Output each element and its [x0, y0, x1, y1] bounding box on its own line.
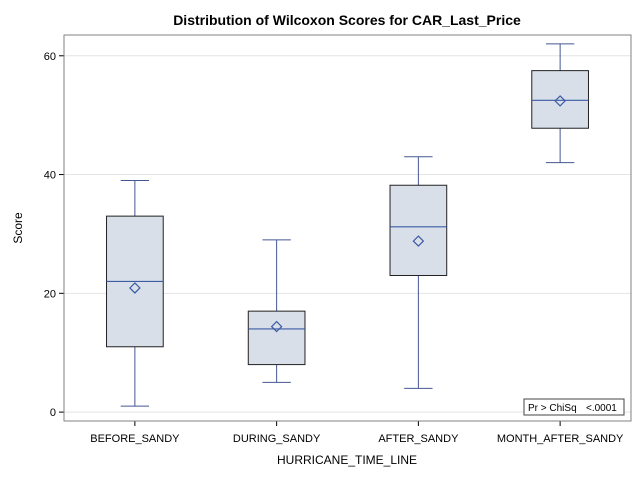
x-tick-label: MONTH_AFTER_SANDY [497, 433, 624, 445]
chisq-inset: Pr > ChiSq <.0001 [523, 398, 625, 416]
x-tick-label: BEFORE_SANDY [90, 433, 180, 445]
y-tick-label: 20 [44, 288, 56, 300]
inset-label: Pr > ChiSq [528, 403, 577, 414]
y-tick-label: 40 [44, 170, 56, 182]
x-tick-label: AFTER_SANDY [378, 433, 459, 445]
box-group [247, 239, 306, 383]
iqr-box [531, 70, 589, 129]
x-axis-ticks: BEFORE_SANDY DURING_SANDY AFTER_SANDY MONTH… [90, 421, 624, 445]
mean-marker [270, 320, 283, 333]
box-group [106, 179, 164, 407]
chart-title: Distribution of Wilcoxon Scores for CAR_… [173, 12, 521, 28]
y-tick-label: 60 [44, 51, 56, 63]
box-group [389, 156, 448, 389]
iqr-box [247, 310, 306, 366]
mean-marker [554, 95, 566, 107]
inset-box [523, 398, 625, 416]
inset-value: <.0001 [586, 403, 617, 414]
iqr-box [389, 184, 448, 277]
plot-frame [63, 34, 632, 422]
y-axis-label: Score [11, 212, 25, 244]
x-axis-label: HURRICANE_TIME_LINE [277, 453, 417, 467]
box-group [531, 43, 589, 164]
boxes [106, 43, 589, 407]
x-tick-label: DURING_SANDY [233, 433, 321, 445]
y-axis-ticks: 0 20 40 60 [44, 51, 64, 419]
mean-marker [129, 282, 141, 294]
mean-marker [412, 235, 425, 247]
y-tick-label: 0 [50, 407, 56, 419]
